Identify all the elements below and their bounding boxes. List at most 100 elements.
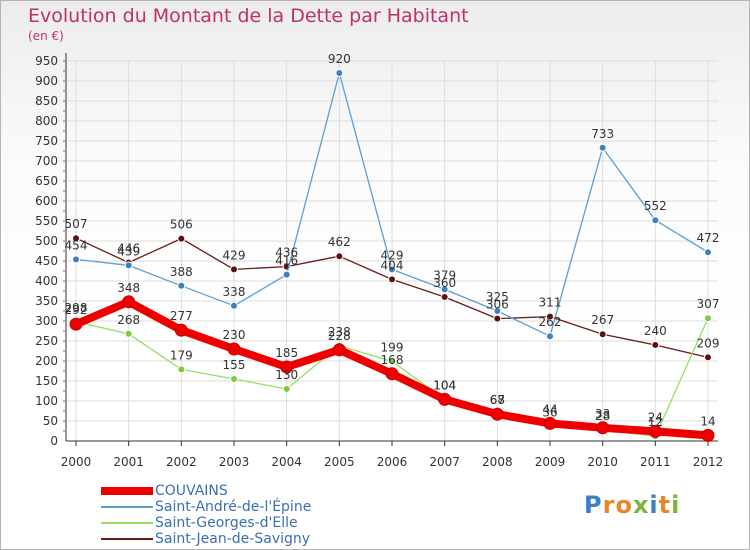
proxiti-logo: Proxiti <box>584 491 680 519</box>
data-labels: 507 446 506 429 436 462 404 360 306 311 267 240 209 4… <box>65 52 720 429</box>
data-point <box>596 421 610 435</box>
data-label: 155 <box>223 358 246 372</box>
data-point <box>177 365 186 374</box>
data-point <box>177 234 186 243</box>
data-point <box>704 353 712 362</box>
data-point <box>335 252 344 261</box>
data-label: 268 <box>117 313 140 327</box>
x-tick-label: 2005 <box>324 455 355 469</box>
legend-swatch-saint-andre <box>101 506 153 508</box>
data-label: 379 <box>433 268 456 282</box>
data-label: 920 <box>328 52 351 66</box>
data-point <box>227 342 241 356</box>
legend-item-saint-jean[interactable]: Saint-Jean-de-Savigny <box>101 531 311 547</box>
legend-label: Saint-André-de-l'Épine <box>155 499 312 515</box>
series-lines <box>69 69 715 442</box>
y-tick-label: 150 <box>35 374 58 388</box>
data-label: 179 <box>170 348 193 362</box>
legend-item-saint-andre[interactable]: Saint-André-de-l'Épine <box>101 499 311 515</box>
x-tick-label: 2004 <box>271 455 302 469</box>
data-label: 325 <box>486 290 509 304</box>
data-label: 185 <box>275 346 298 360</box>
y-tick-label: 750 <box>35 134 58 148</box>
y-axis-ticks: 0 50 100 150 200 250 300 350 400 450 500 550 600 650 7… <box>35 54 58 448</box>
x-tick-label: 2011 <box>640 455 671 469</box>
legend-item-couvains[interactable]: COUVAINS <box>101 483 311 499</box>
legend-swatch-saint-georges <box>101 522 153 524</box>
data-point <box>598 143 607 152</box>
data-point <box>493 314 502 323</box>
data-label: 404 <box>381 258 404 272</box>
y-tick-label: 550 <box>35 214 58 228</box>
data-label: 240 <box>644 324 667 338</box>
legend: COUVAINS Saint-André-de-l'Épine Saint-Ge… <box>101 483 311 547</box>
data-point <box>546 332 554 341</box>
data-label: 298 <box>65 301 88 315</box>
x-tick-label: 2003 <box>219 455 250 469</box>
y-tick-label: 50 <box>43 414 58 428</box>
line-chart: 0 50 100 150 200 250 300 350 400 450 500 550 600 650 7… <box>35 52 724 469</box>
data-label: 506 <box>170 218 193 232</box>
data-point <box>648 424 662 438</box>
data-label: 388 <box>170 265 193 279</box>
data-label: 267 <box>591 313 614 327</box>
data-point <box>598 330 607 339</box>
data-label: 462 <box>328 235 351 249</box>
axes <box>63 53 718 446</box>
data-label: 307 <box>697 297 720 311</box>
legend-item-saint-georges[interactable]: Saint-Georges-d'Elle <box>101 515 311 531</box>
y-tick-label: 350 <box>35 294 58 308</box>
data-label: 28 <box>595 409 610 423</box>
data-point <box>282 385 291 393</box>
chart-title: Evolution du Montant de la Dette par Hab… <box>28 5 469 27</box>
data-label: 228 <box>328 329 351 343</box>
y-tick-label: 100 <box>35 394 58 408</box>
data-point <box>124 261 133 270</box>
data-label: 360 <box>433 276 456 290</box>
data-label: 68 <box>490 393 505 407</box>
logo-letter: r <box>602 491 616 519</box>
data-label: 311 <box>539 296 562 310</box>
data-label: 209 <box>697 336 720 350</box>
data-label: 472 <box>697 231 720 245</box>
data-label: 36 <box>542 406 557 420</box>
data-label: 507 <box>65 217 88 231</box>
data-label: 33 <box>595 407 610 421</box>
data-point <box>177 281 186 290</box>
data-point <box>72 255 80 264</box>
y-tick-label: 300 <box>35 314 58 328</box>
data-label: 429 <box>381 248 404 262</box>
data-label: 230 <box>223 328 246 342</box>
data-label: 238 <box>328 325 351 339</box>
data-point <box>230 301 238 310</box>
y-tick-label: 700 <box>35 154 58 168</box>
data-label: 24 <box>648 410 663 424</box>
x-tick-label: 2007 <box>429 455 460 469</box>
x-tick-label: 2008 <box>482 455 513 469</box>
chart-subtitle: (en €) <box>28 29 64 43</box>
data-point <box>230 265 238 274</box>
data-point <box>546 312 554 321</box>
data-point <box>332 343 346 357</box>
data-point <box>388 357 396 366</box>
data-point <box>280 360 294 374</box>
data-label: 338 <box>223 285 246 299</box>
legend-label: Saint-Jean-de-Savigny <box>155 531 311 547</box>
x-tick-label: 2000 <box>61 455 92 469</box>
y-tick-label: 200 <box>35 354 58 368</box>
data-label: 439 <box>117 244 140 258</box>
legend-label: COUVAINS <box>155 483 228 499</box>
x-tick-label: 2009 <box>535 455 566 469</box>
data-point <box>543 416 557 430</box>
data-point <box>438 392 452 406</box>
x-tick-label: 2010 <box>587 455 618 469</box>
data-point <box>704 248 712 257</box>
y-tick-label: 450 <box>35 254 58 268</box>
x-axis-ticks: 2000 2001 2002 2003 2004 2005 2006 2007 2008 2009… <box>61 455 724 469</box>
data-label: 199 <box>381 340 404 354</box>
data-point <box>282 270 291 279</box>
data-label: 436 <box>275 246 298 260</box>
legend-label: Saint-Georges-d'Elle <box>155 515 298 531</box>
data-label: 67 <box>490 393 505 407</box>
